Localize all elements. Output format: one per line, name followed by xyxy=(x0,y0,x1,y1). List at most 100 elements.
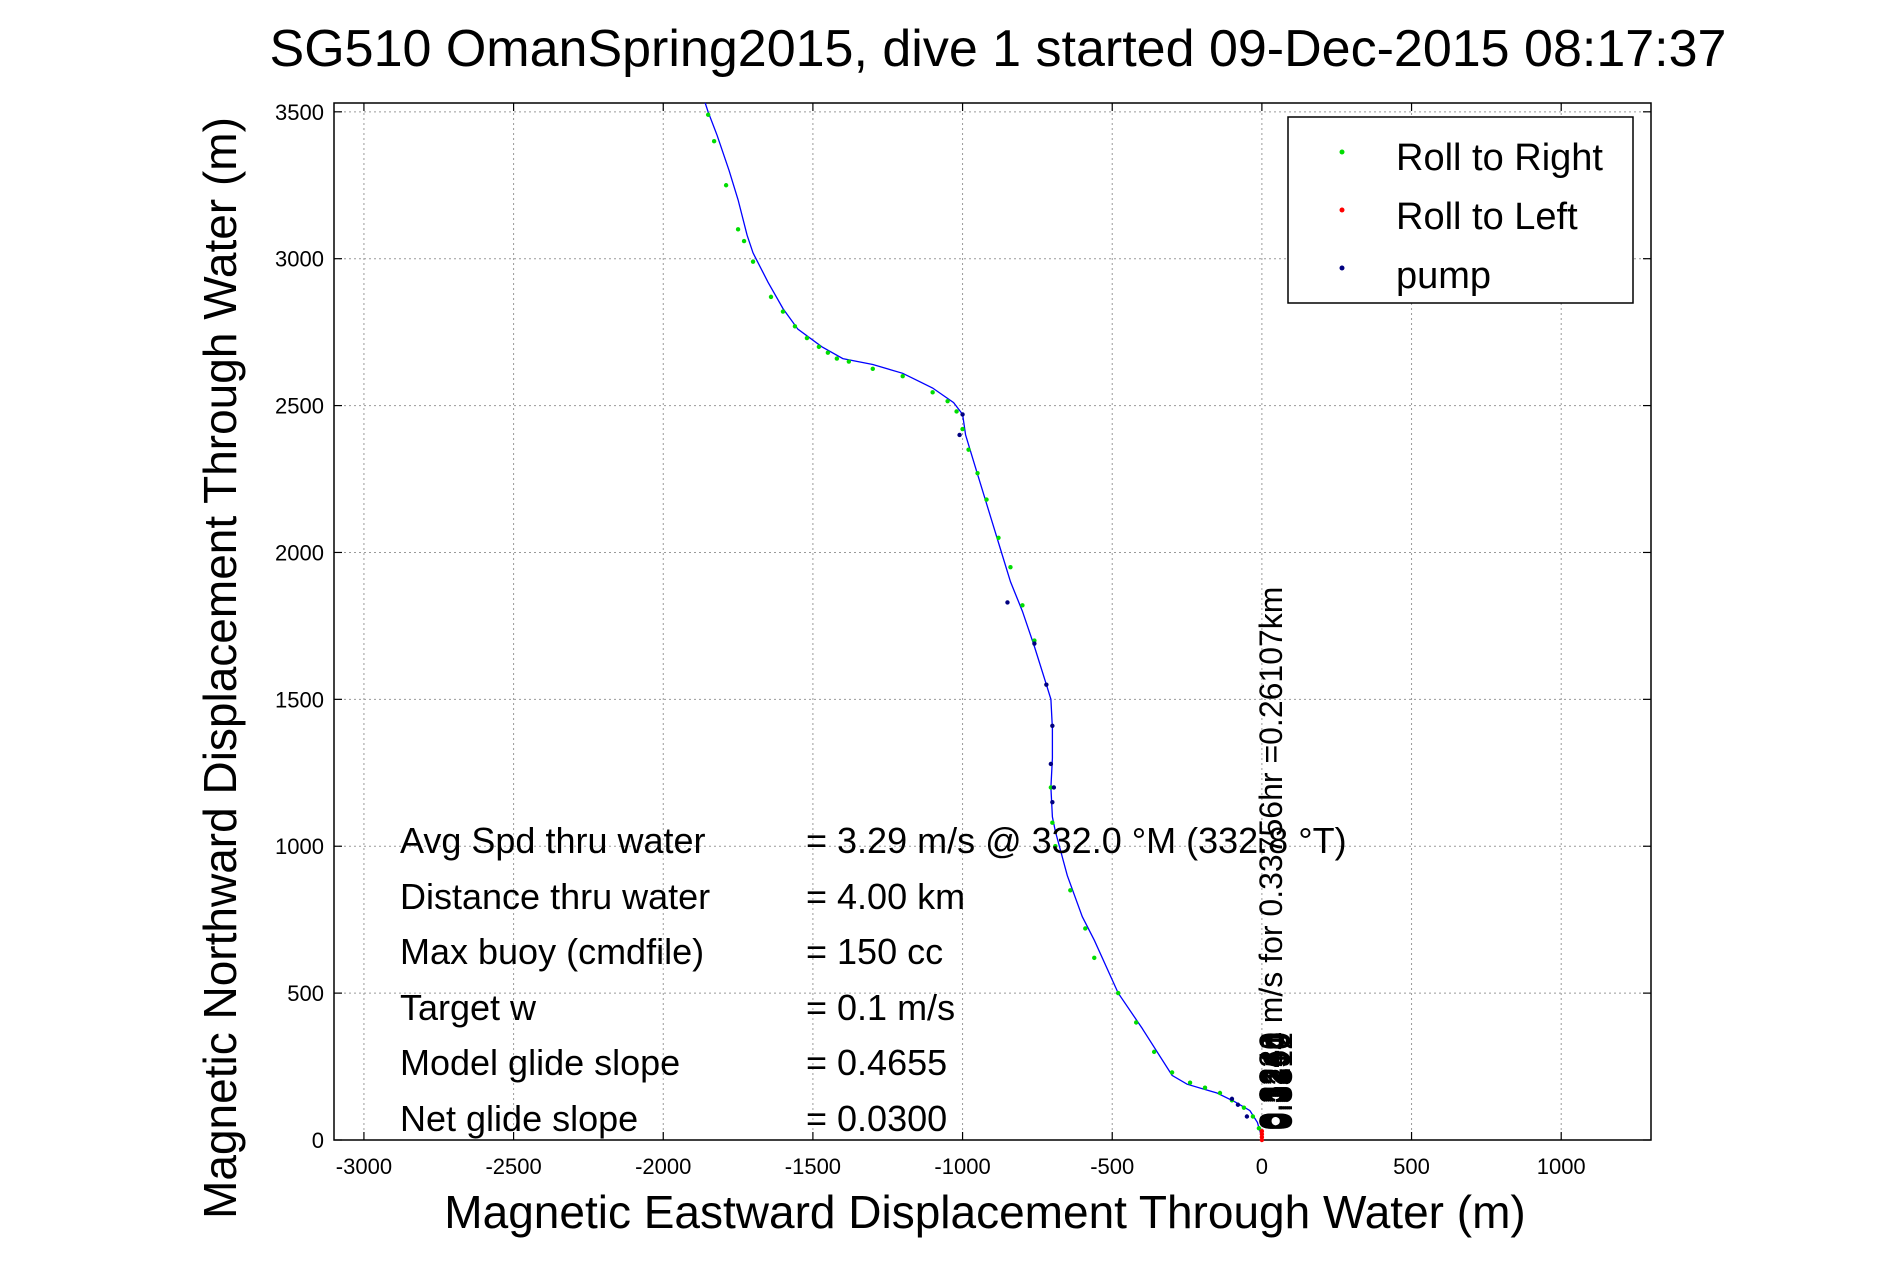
roll-right-point xyxy=(834,356,840,361)
roll-right-point xyxy=(705,112,711,117)
y-tick-label: 2500 xyxy=(275,394,324,419)
roll-right-point xyxy=(1169,1070,1175,1075)
pump-point xyxy=(1044,682,1049,687)
roll-right-point xyxy=(1133,1020,1139,1025)
pump-point xyxy=(1051,785,1057,790)
x-tick-label: -1500 xyxy=(785,1154,841,1179)
legend-marker-pump xyxy=(1339,265,1345,271)
roll-left-point xyxy=(1259,1128,1265,1134)
roll-right-point xyxy=(1250,1114,1256,1119)
roll-right-point xyxy=(930,390,935,395)
roll-right-point xyxy=(900,374,905,379)
pump-point xyxy=(1032,641,1037,646)
roll-right-point xyxy=(1116,990,1121,996)
pump-point xyxy=(1048,761,1054,767)
stat-label-distance: Distance thru water xyxy=(400,876,710,917)
stat-label-model-glide: Model glide slope xyxy=(400,1042,680,1083)
roll-right-point xyxy=(870,366,875,372)
legend-marker-roll-right xyxy=(1339,149,1345,155)
y-tick-label: 1500 xyxy=(275,687,324,712)
roll-right-point xyxy=(1053,844,1058,849)
roll-right-point xyxy=(1151,1049,1157,1055)
y-tick-label: 1000 xyxy=(275,834,324,859)
current-overlap-label-5: 0.3190 xyxy=(1261,1032,1297,1130)
x-tick-label: -2500 xyxy=(485,1154,541,1179)
pump-point xyxy=(960,412,965,417)
roll-right-point xyxy=(735,227,741,232)
y-tick-label: 500 xyxy=(287,981,324,1006)
stat-label-target-w: Target w xyxy=(400,987,537,1028)
x-tick-label: 1000 xyxy=(1537,1154,1586,1179)
current-speed-label: 0.3240 m/s for 0.33756hr =0.26107km xyxy=(1253,587,1289,1130)
y-tick-label: 0 xyxy=(312,1128,324,1153)
dive-stats: Avg Spd thru water = 3.29 m/s @ 332.0 °M… xyxy=(400,820,1347,1139)
track-layer xyxy=(704,102,1263,1141)
roll-right-point xyxy=(1008,564,1013,570)
plot-frame xyxy=(333,102,1652,1141)
roll-right-point xyxy=(1202,1085,1208,1090)
y-tick-label: 3000 xyxy=(275,247,324,272)
current-overlap-label-3: 0.3264 xyxy=(1257,1032,1293,1130)
y-axis-label: Magnetic Northward Displacement Through … xyxy=(194,117,246,1219)
pump-point xyxy=(1244,1114,1250,1119)
roll-right-point xyxy=(984,497,989,502)
roll-right-point xyxy=(711,138,717,144)
pump-point xyxy=(957,432,962,438)
roll-right-point xyxy=(1020,603,1025,608)
dive-track-line xyxy=(704,102,1263,1141)
roll-right-point xyxy=(975,470,980,476)
roll-right-point xyxy=(741,238,747,244)
x-axis-label: Magnetic Eastward Displacement Through W… xyxy=(444,1186,1525,1238)
roll-right-point xyxy=(768,294,774,300)
stat-value-net-glide: = 0.0300 xyxy=(806,1098,947,1139)
roll-right-point xyxy=(846,359,852,364)
legend-marker-roll-left xyxy=(1339,207,1345,213)
roll-right-point xyxy=(1092,955,1097,961)
legend-label-roll-right: Roll to Right xyxy=(1396,137,1603,179)
x-tick-label: -3000 xyxy=(336,1154,392,1179)
x-tick-label: -1000 xyxy=(934,1154,990,1179)
pump-point xyxy=(1050,799,1055,805)
stat-value-target-w: = 0.1 m/s xyxy=(806,987,955,1028)
roll-right-point xyxy=(1068,888,1073,893)
x-tick-label: 0 xyxy=(1256,1154,1268,1179)
legend-label-roll-left: Roll to Left xyxy=(1396,196,1578,238)
current-overlap-label-6: 0.3312 xyxy=(1263,1032,1299,1130)
roll-right-point xyxy=(825,350,831,355)
roll-right-point xyxy=(960,426,965,432)
x-tick-label: -500 xyxy=(1090,1154,1134,1179)
pump-point xyxy=(1005,600,1010,605)
pump-point xyxy=(1229,1096,1235,1102)
current-overlap-label-2: 0.3245 xyxy=(1255,1032,1291,1130)
roll-right-point xyxy=(1256,1126,1262,1131)
y-tick-label: 2000 xyxy=(275,540,324,565)
roll-right-point xyxy=(723,183,729,188)
stat-value-distance: = 4.00 km xyxy=(806,876,965,917)
legend-box xyxy=(1287,116,1634,304)
roll-right-point xyxy=(750,259,756,264)
x-tick-label: 500 xyxy=(1393,1154,1430,1179)
markers-layer xyxy=(705,112,1265,1143)
roll-right-point xyxy=(1050,820,1055,825)
stat-value-model-glide: = 0.4655 xyxy=(806,1042,947,1083)
roll-right-point xyxy=(804,335,810,341)
stat-label-net-glide: Net glide slope xyxy=(400,1098,638,1139)
current-overlap-label-1: 0.3221 xyxy=(1253,1032,1289,1130)
roll-right-point xyxy=(1241,1105,1247,1110)
roll-right-point xyxy=(792,324,798,329)
legend: Roll to Right Roll to Left pump xyxy=(1287,116,1634,304)
x-tick-label: -2000 xyxy=(635,1154,691,1179)
roll-right-point xyxy=(945,398,950,404)
roll-right-point xyxy=(780,309,786,314)
pump-point xyxy=(1050,723,1055,728)
roll-right-point xyxy=(1083,926,1088,931)
roll-right-point xyxy=(816,344,822,350)
roll-right-point xyxy=(1217,1090,1223,1096)
roll-right-point xyxy=(996,535,1001,540)
legend-label-pump: pump xyxy=(1396,255,1491,297)
current-overlap-label-4: 0.3250 xyxy=(1259,1032,1295,1130)
stat-value-avg-speed: = 3.29 m/s @ 332.0 °M (332.8 °T) xyxy=(806,820,1347,861)
current-labels: 0.3221 0.3245 0.3264 0.3250 0.3190 0.331… xyxy=(1253,587,1299,1130)
pump-point xyxy=(1235,1102,1241,1107)
